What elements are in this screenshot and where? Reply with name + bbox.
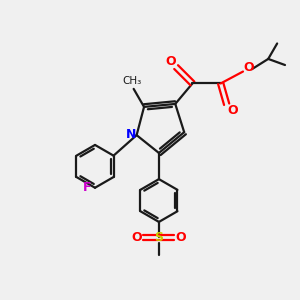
- Text: N: N: [126, 128, 136, 141]
- Text: O: O: [243, 61, 254, 74]
- Text: O: O: [165, 55, 176, 68]
- Text: O: O: [228, 104, 238, 117]
- Text: O: O: [176, 231, 186, 244]
- Text: O: O: [132, 231, 142, 244]
- Text: F: F: [82, 181, 91, 194]
- Text: S: S: [154, 231, 164, 244]
- Text: CH₃: CH₃: [122, 76, 142, 85]
